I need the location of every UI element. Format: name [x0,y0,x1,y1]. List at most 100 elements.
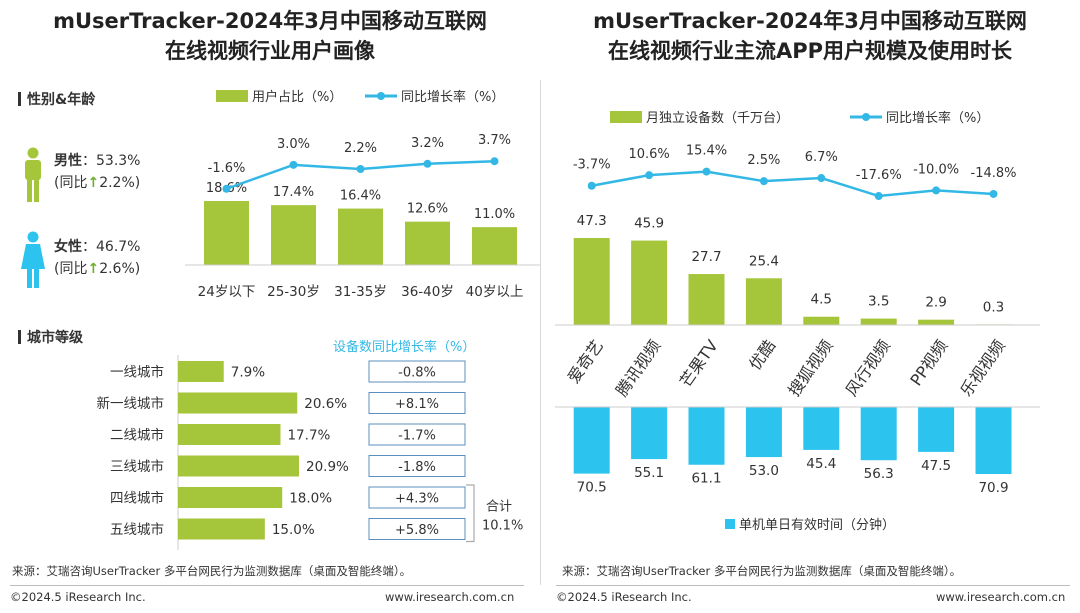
age-category-label: 24岁以下 [198,284,256,300]
growth-value: -0.8% [398,366,436,381]
app-device-label: 0.3 [983,299,1004,315]
female-icon [21,231,45,288]
legend-label-yoy: 同比增长率（%） [886,110,989,126]
app-device-bar [688,274,725,325]
app-category-label: 腾讯视频 [612,336,664,399]
age-bar-label: 11.0% [474,207,515,222]
growth-value: -1.7% [398,429,436,444]
app-duration-label: 53.0 [749,463,779,479]
app-category-label: 优酷 [745,336,779,373]
legend-marker-yoy [862,113,870,121]
city-bar [178,361,224,382]
female-yoy: 2.6%) [99,261,141,277]
age-yoy-point [490,157,499,166]
right-footer-line [556,585,1070,586]
app-device-bar [860,318,897,325]
app-yoy-label: -3.7% [573,158,611,173]
age-yoy-label: 2.2% [344,141,377,156]
male-yoy: 2.2%) [99,175,141,191]
app-device-label: 25.4 [749,253,779,269]
growth-value: -1.8% [398,460,436,475]
right-copyright: ©2024.5 iResearch Inc. [556,590,692,604]
app-device-label: 2.9 [925,295,946,311]
right-title-line2: 在线视频行业主流APP用户规模及使用时长 [607,39,1013,63]
app-yoy-line [591,170,994,198]
app-device-bar [631,240,668,325]
age-yoy-label: 3.2% [411,136,444,151]
city-bar [178,424,281,445]
legend-marker-yoy [377,92,385,100]
app-yoy-label: 10.6% [628,147,669,162]
legend-swatch-devices [610,111,642,123]
left-copyright: ©2024.5 iResearch Inc. [10,590,146,604]
app-chart: 月独立设备数（千万台） 同比增长率（%） 47.3 爱奇艺 70.5 45.9 腾讯视频 55… [555,110,1040,533]
city-bar-label: 18.0% [289,491,332,507]
app-duration-bar [631,407,668,460]
app-device-label: 47.3 [577,213,607,229]
app-duration-label: 56.3 [864,466,894,482]
female-yoy-prefix: (同比 [54,261,88,277]
app-category-label: 爱奇艺 [564,336,607,386]
age-bar [271,205,316,265]
total-bracket [466,484,475,543]
left-footer-line [10,585,524,586]
app-yoy-point [702,167,711,176]
left-site: www.iresearch.com.cn [385,590,515,604]
app-device-bar [745,278,782,325]
growth-title: 设备数同比增长率（%） [333,340,476,355]
left-title-line2: 在线视频行业用户画像 [165,39,375,63]
app-duration-bar [745,407,782,458]
app-device-label: 27.7 [691,249,721,265]
male-value: 53.3% [96,153,141,169]
growth-box [368,360,466,383]
app-yoy-point [645,171,654,180]
total-value: 10.1% [482,518,523,533]
app-yoy-point [587,181,596,190]
age-yoy-label: -1.6% [208,161,246,176]
city-bar-label: 20.9% [306,459,349,475]
app-duration-bar [975,407,1012,474]
up-arrow-icon: ↑ [87,175,100,191]
right-title: mUserTracker-2024年3月中国移动互联网 在线视频行业主流APP用… [540,6,1080,66]
app-yoy-point [989,189,998,198]
app-duration-bar [573,407,610,474]
app-yoy-label: 2.5% [747,153,780,168]
age-category-label: 25-30岁 [267,284,320,300]
app-duration-label: 45.4 [806,456,836,472]
up-arrow-icon: ↑ [87,261,100,277]
app-duration-label: 70.5 [577,480,607,496]
app-device-bar [573,238,610,325]
age-bar [204,201,249,265]
city-category-label: 二线城市 [110,427,164,444]
app-yoy-point [874,192,883,201]
age-category-label: 31-35岁 [334,284,387,300]
legend-label-duration: 单机单日有效时间（分钟） [739,517,895,533]
city-bar-label: 7.9% [231,365,265,381]
app-category-label: 搜狐视频 [784,336,836,399]
app-device-bar [803,316,840,325]
city-bar [178,487,283,508]
total-label: 合计 [486,499,512,514]
age-bar-label: 16.4% [340,189,381,204]
app-duration-bar [803,407,840,450]
city-section-label: 城市等级 [18,327,83,347]
growth-value: +5.8% [395,523,439,538]
age-category-label: 40岁以上 [466,284,524,300]
app-yoy-label: -17.6% [856,168,902,183]
male-label: 男性 [54,153,82,169]
city-category-label: 一线城市 [110,364,164,381]
male-stats: 男性：53.3% (同比↑2.2%) [54,153,141,191]
gender-age-section-label: 性别&年龄 [18,89,95,109]
app-yoy-label: 6.7% [805,150,838,165]
city-bar [178,518,265,540]
app-yoy-point [817,174,826,183]
app-device-label: 3.5 [868,294,889,310]
app-device-label: 45.9 [634,216,664,232]
age-yoy-point [423,159,432,168]
app-device-label: 4.5 [811,292,832,308]
app-category-label: 风行视频 [842,336,894,399]
city-bar [178,455,299,477]
growth-box [368,486,466,509]
city-category-label: 五线城市 [110,521,164,538]
